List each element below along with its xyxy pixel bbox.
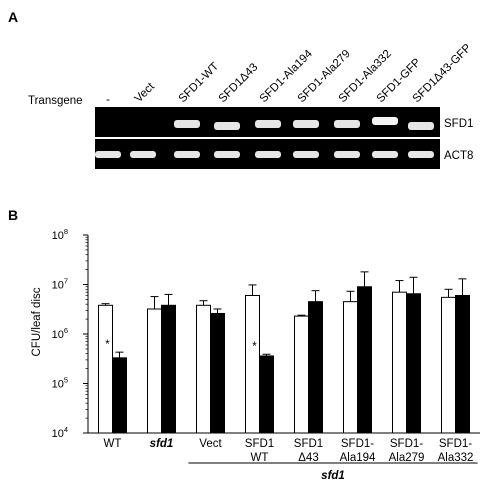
act8-band bbox=[372, 151, 398, 158]
lane-label: SFD1Δ43-GFP bbox=[411, 42, 474, 105]
y-tick-label: 105 bbox=[52, 376, 68, 391]
significance-asterisk: * bbox=[252, 341, 257, 353]
x-tick-label: WT bbox=[104, 438, 122, 450]
sfd1-band bbox=[408, 122, 434, 130]
sfd1-gel-label: SFD1 bbox=[444, 118, 473, 130]
bar-filled bbox=[161, 304, 176, 434]
x-tick-label: WT bbox=[251, 452, 269, 464]
x-tick-label: Vect bbox=[199, 438, 222, 450]
y-tick-label: 104 bbox=[52, 425, 68, 440]
act8-band bbox=[130, 151, 156, 158]
panel-b-label: B bbox=[8, 207, 18, 223]
bar-filled bbox=[455, 294, 470, 434]
sfd1-band bbox=[255, 120, 281, 128]
lane-label: SFD1-WT bbox=[177, 60, 222, 105]
x-tick-label: SFD1- bbox=[439, 438, 472, 450]
sfd1-band bbox=[372, 117, 398, 125]
x-tick-label: SFD1- bbox=[341, 438, 374, 450]
y-tick-label: 106 bbox=[52, 326, 68, 341]
act8-band bbox=[95, 151, 121, 158]
group-label: sfd1 bbox=[321, 470, 345, 482]
lane-label: - bbox=[106, 94, 110, 106]
x-tick-label: sfd1 bbox=[150, 438, 174, 450]
x-tick-label: Δ43 bbox=[298, 452, 318, 464]
lane-label: Vect bbox=[133, 80, 158, 105]
bar-filled bbox=[308, 301, 323, 434]
act8-band bbox=[408, 151, 434, 158]
x-tick-label: Ala194 bbox=[340, 452, 376, 464]
bar-filled bbox=[259, 355, 274, 434]
bar-filled bbox=[112, 357, 127, 434]
bar-open bbox=[147, 308, 162, 434]
bar-open bbox=[392, 291, 407, 434]
sfd1-band bbox=[174, 120, 200, 128]
bar-open bbox=[343, 301, 358, 434]
significance-asterisk: * bbox=[105, 339, 110, 351]
act8-band bbox=[214, 151, 240, 158]
x-tick-label: SFD1- bbox=[390, 438, 423, 450]
bar-chart: 104 105 106 107 108 WT sfd1 Vect SFD1 WT SFD1 Δ43 SF… bbox=[52, 227, 480, 482]
panel-a-label: A bbox=[8, 9, 18, 25]
transgene-label: Transgene bbox=[28, 95, 83, 107]
sfd1-band bbox=[214, 122, 240, 130]
bar-filled bbox=[210, 312, 225, 434]
bar-open bbox=[294, 315, 309, 434]
act8-gel-label: ACT8 bbox=[444, 150, 473, 162]
bar-open bbox=[196, 304, 211, 434]
act8-band bbox=[255, 151, 281, 158]
x-tick-label: Ala279 bbox=[389, 452, 425, 464]
x-tick-label: SFD1 bbox=[294, 438, 323, 450]
x-tick-label: SFD1 bbox=[245, 438, 274, 450]
act8-band bbox=[334, 151, 360, 158]
lane-label: SFD1Δ43 bbox=[217, 61, 261, 105]
bar-filled bbox=[406, 293, 421, 434]
bar-open bbox=[98, 304, 113, 434]
lane-labels: - Vect SFD1-WTSFD1Δ43SFD1-Ala194SFD1-Ala27… bbox=[106, 42, 474, 106]
bar-open bbox=[245, 294, 260, 434]
bar-open bbox=[441, 296, 456, 434]
y-tick-label: 108 bbox=[52, 227, 68, 242]
x-tick-label: Ala332 bbox=[438, 452, 474, 464]
sfd1-band bbox=[334, 120, 360, 128]
y-tick-label: 107 bbox=[52, 277, 68, 292]
act8-band bbox=[174, 151, 200, 158]
sfd1-band bbox=[293, 120, 319, 128]
bar-filled bbox=[357, 286, 372, 434]
act8-band bbox=[293, 151, 319, 158]
y-axis-label: CFU/leaf disc bbox=[31, 287, 43, 356]
